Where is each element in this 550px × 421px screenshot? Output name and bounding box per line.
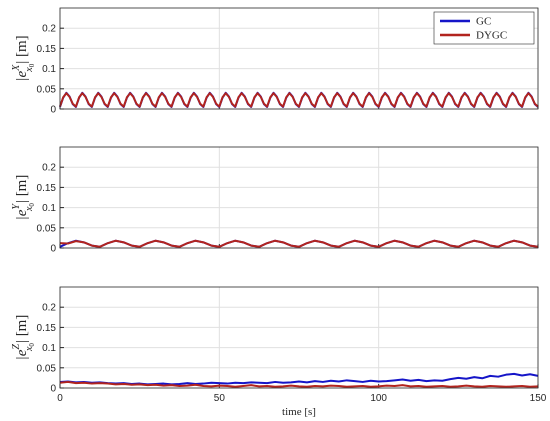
data-line	[59, 92, 539, 108]
ylabel-subsub: 0	[28, 63, 36, 67]
y-tick-label: 0.15	[37, 44, 57, 55]
y-tick-label: 0.1	[42, 203, 56, 214]
y-tick-label: 0.15	[37, 183, 57, 194]
y-tick-label: 0.05	[37, 223, 57, 234]
y-tick-label: 0.2	[42, 163, 56, 174]
y-tick-label: 0.05	[37, 84, 57, 95]
y-tick-label: 0.1	[42, 64, 56, 75]
data-line	[59, 239, 539, 248]
x-tick-label: 100	[370, 393, 387, 404]
plot-area	[60, 287, 538, 388]
y-tick-label: 0.15	[37, 323, 57, 334]
ylabel-sup: Y	[11, 203, 22, 210]
y-tick-label: 0	[50, 105, 56, 116]
ylabel-subsub: 0	[28, 343, 36, 347]
plot-area	[60, 147, 538, 248]
ylabel-sub: x	[24, 346, 35, 352]
y-axis-label: |eX x0| [m]	[11, 35, 36, 81]
x-tick-label: 150	[530, 393, 547, 404]
axes-frame	[59, 146, 539, 249]
y-tick-label: 0	[50, 244, 56, 255]
y-tick-label: 0.2	[42, 303, 56, 314]
legend-label: GC	[476, 16, 491, 28]
ylabel-tail: | [m]	[14, 175, 30, 203]
y-tick-label: 0.2	[42, 24, 56, 35]
data-line	[59, 380, 539, 388]
ylabel-tail: | [m]	[14, 315, 30, 343]
ylabel-text: |e	[14, 349, 30, 360]
legend-box	[433, 11, 535, 45]
y-tick-label: 0	[50, 384, 56, 395]
axes-frame	[59, 7, 539, 110]
y-tick-label: 0.05	[37, 363, 57, 374]
ylabel-subsub: 0	[28, 203, 36, 207]
x-tick-label: 50	[214, 393, 226, 404]
ylabel-sub: x	[24, 206, 35, 212]
axes-frame	[59, 286, 539, 389]
x-axis-label: time [s]	[282, 406, 316, 418]
ylabel-text: |e	[14, 71, 30, 82]
x-tick-label: 0	[57, 393, 63, 404]
y-axis-label: |eY x0| [m]	[11, 175, 36, 221]
ylabel-sub: x	[24, 67, 35, 73]
ylabel-sup: X	[11, 64, 22, 72]
y-tick-label: 0.1	[42, 343, 56, 354]
ylabel-text: |e	[14, 209, 30, 220]
ylabel-tail: | [m]	[14, 35, 30, 63]
ylabel-sup: Z	[11, 344, 22, 350]
legend-label: DYGC	[476, 30, 507, 42]
y-axis-label: |eZ x0| [m]	[11, 315, 36, 361]
